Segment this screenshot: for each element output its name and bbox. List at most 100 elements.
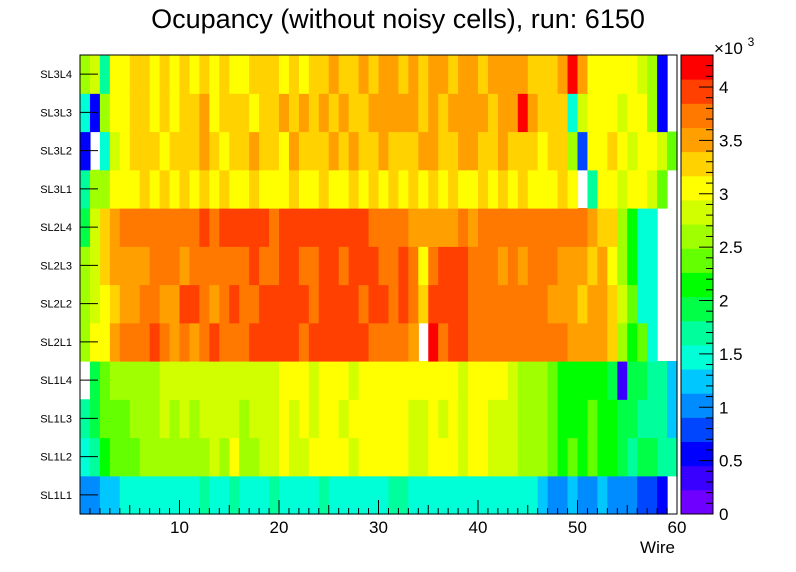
heatmap-cell xyxy=(468,93,479,133)
heatmap-cell xyxy=(199,361,210,400)
heatmap-cell xyxy=(597,322,608,362)
heatmap-cell xyxy=(517,399,529,439)
heatmap-cell xyxy=(348,131,360,171)
heatmap-cell xyxy=(487,246,499,286)
heatmap-cell xyxy=(428,169,439,209)
heatmap-cell xyxy=(468,475,479,515)
heatmap-cell xyxy=(328,475,340,515)
heatmap-cell xyxy=(487,55,499,94)
heatmap-cell xyxy=(368,284,380,324)
heatmap-cell xyxy=(338,475,350,515)
heatmap-cell xyxy=(229,437,240,477)
heatmap-cell xyxy=(617,169,628,209)
heatmap-cell xyxy=(607,322,618,362)
heatmap-cell xyxy=(647,55,658,94)
heatmap-cell xyxy=(308,284,320,324)
heatmap-cell xyxy=(468,322,479,362)
heatmap-cell xyxy=(478,131,489,171)
colorbar-frame xyxy=(680,54,714,515)
heatmap-cell xyxy=(478,361,489,400)
heatmap-cell xyxy=(288,208,300,247)
heatmap-cell xyxy=(99,361,111,400)
heatmap-cell xyxy=(547,399,559,439)
heatmap-cell xyxy=(637,93,648,133)
heatmap-cell xyxy=(557,93,569,133)
heatmap-cell xyxy=(348,93,360,133)
heatmap-cell xyxy=(408,246,419,286)
heatmap-cell xyxy=(149,169,161,209)
heatmap-cell xyxy=(269,169,280,209)
heatmap-cell xyxy=(587,93,598,133)
heatmap-cell xyxy=(458,55,469,94)
heatmap-cell xyxy=(398,361,409,400)
heatmap-cell xyxy=(129,284,141,324)
heatmap-cell xyxy=(109,169,121,209)
heatmap-cell xyxy=(627,246,638,286)
heatmap-cell xyxy=(517,55,529,94)
heatmap-cell xyxy=(239,437,250,477)
heatmap-cell xyxy=(239,55,250,94)
heatmap-cell xyxy=(169,246,181,286)
heatmap-cell xyxy=(378,131,390,171)
heatmap-cell xyxy=(607,437,618,477)
heatmap-cell xyxy=(139,169,151,209)
colorbar-tick-label: 3 xyxy=(719,185,728,204)
heatmap-cell xyxy=(189,322,200,362)
heatmap-cell xyxy=(428,246,439,286)
heatmap-cell xyxy=(348,208,360,247)
heatmap-cell xyxy=(627,284,638,324)
heatmap-cell xyxy=(318,361,330,400)
heatmap-cell xyxy=(249,399,260,439)
heatmap-cell xyxy=(448,169,459,209)
heatmap-cell xyxy=(497,322,509,362)
heatmap-cell xyxy=(288,93,300,133)
heatmap-cell xyxy=(537,322,549,362)
heatmap-cell xyxy=(657,169,668,209)
heatmap-cell xyxy=(219,93,230,133)
heatmap-cell xyxy=(448,361,459,400)
heatmap-cell xyxy=(497,475,509,515)
heatmap-cell xyxy=(209,131,220,171)
heatmap-cell xyxy=(577,131,589,171)
x-axis: 10 20 30 40 50 60 xyxy=(89,500,687,537)
colorbar-swatch xyxy=(681,417,713,443)
heatmap-cell xyxy=(259,475,270,515)
heatmap-cell xyxy=(338,93,350,133)
heatmap-cell xyxy=(398,475,409,515)
heatmap-cell xyxy=(199,208,210,247)
heatmap-cell xyxy=(279,322,290,362)
heatmap-cell xyxy=(249,322,260,362)
heatmap-cell xyxy=(428,55,439,94)
heatmap-cell xyxy=(179,284,191,324)
heatmap-cell xyxy=(159,437,171,477)
heatmap-cell xyxy=(189,399,200,439)
heatmap-cell xyxy=(288,246,300,286)
heatmap-cell xyxy=(378,208,390,247)
colorbar-exponent-base: ×10 xyxy=(714,39,743,58)
heatmap-cell xyxy=(557,169,569,209)
heatmap-cell xyxy=(487,131,499,171)
colorbar-swatch xyxy=(681,79,713,104)
heatmap-cell xyxy=(567,246,579,286)
heatmap-cell xyxy=(657,437,668,477)
heatmap-cell xyxy=(408,322,419,362)
heatmap-cell xyxy=(627,361,638,400)
heatmap-cell xyxy=(468,246,479,286)
heatmap-cell xyxy=(398,437,409,477)
heatmap-cell xyxy=(318,322,330,362)
heatmap-cell xyxy=(597,93,608,133)
heatmap-cell xyxy=(279,437,290,477)
heatmap-cell xyxy=(109,93,121,133)
heatmap-cell xyxy=(428,475,439,515)
heatmap-cell xyxy=(547,93,559,133)
heatmap-cell xyxy=(358,208,370,247)
x-tick-label: 60 xyxy=(668,518,687,537)
heatmap-cell xyxy=(478,169,489,209)
heatmap-cell xyxy=(438,437,449,477)
heatmap-cell xyxy=(617,437,628,477)
heatmap-cell xyxy=(627,322,638,362)
heatmap-cell xyxy=(657,55,668,94)
heatmap-cell xyxy=(139,437,151,477)
heatmap-cell xyxy=(239,169,250,209)
heatmap-cell xyxy=(587,169,598,209)
